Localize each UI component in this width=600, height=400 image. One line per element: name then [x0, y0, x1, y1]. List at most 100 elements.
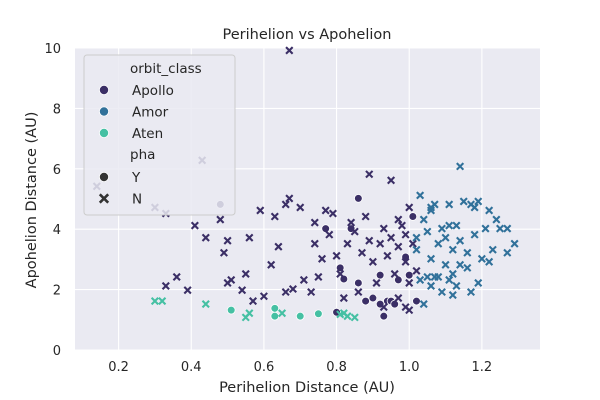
data-point-x: [470, 230, 479, 239]
data-point-x: [379, 224, 388, 233]
data-point-x: [307, 287, 316, 297]
legend-marker-circle: [99, 85, 110, 96]
data-point-x: [379, 303, 388, 312]
y-tick-labels: 0 2 4 6 8 10: [44, 42, 61, 359]
data-point-x: [223, 236, 232, 245]
data-point-x: [387, 176, 396, 185]
x-axis-label: Perihelion Distance (AU): [219, 380, 395, 396]
data-point-x: [350, 227, 359, 236]
data-point-x: [368, 257, 377, 266]
data-point-x: [456, 260, 465, 269]
data-point-x: [332, 251, 341, 260]
data-point-x: [434, 272, 443, 281]
data-point-x: [441, 260, 450, 269]
data-point-x: [423, 227, 432, 236]
data-point-circle: [354, 194, 363, 203]
data-point-x: [492, 215, 501, 224]
data-point-x: [437, 287, 446, 297]
data-point-circle: [379, 311, 389, 321]
data-point-x: [463, 263, 472, 272]
data-point-x: [470, 203, 479, 212]
data-point-x: [285, 46, 294, 55]
data-point-x: [219, 248, 228, 257]
data-point-x: [361, 212, 370, 221]
data-point-x: [412, 245, 421, 254]
legend-marker-circle: [99, 127, 110, 138]
data-point-x: [267, 260, 276, 269]
legend-label: Amor: [132, 105, 169, 121]
data-point-x: [466, 287, 476, 297]
legend-label: Y: [131, 170, 141, 186]
data-point-x: [376, 239, 385, 248]
data-point-x: [281, 287, 290, 297]
y-tick-label: 2: [53, 284, 61, 299]
data-point-x: [238, 286, 247, 295]
data-point-x: [172, 272, 181, 281]
data-point-x: [412, 233, 421, 242]
legend-style-title: pha: [130, 147, 155, 163]
data-point-x: [495, 224, 505, 233]
data-point-x: [310, 218, 319, 227]
x-tick-label: 1.0: [399, 360, 420, 375]
data-point-x: [296, 203, 305, 212]
y-tick-label: 0: [53, 344, 61, 359]
legend-marker-circle: [99, 171, 110, 182]
x-tick-label: 0.8: [326, 360, 347, 375]
data-point-x: [216, 215, 225, 224]
data-point-x: [285, 194, 294, 203]
data-point-x: [426, 281, 436, 291]
data-point-x: [503, 224, 512, 233]
data-point-x: [310, 239, 319, 248]
data-point-x: [445, 221, 454, 230]
data-point-x: [456, 162, 465, 171]
data-point-x: [259, 292, 268, 301]
chart-title: Perihelion vs Apohelion: [223, 27, 392, 43]
data-point-circle: [368, 293, 378, 303]
data-point-x: [383, 251, 392, 260]
data-point-x: [503, 248, 512, 257]
data-point-x: [314, 272, 323, 281]
data-point-x: [401, 303, 410, 312]
data-point-x: [248, 297, 258, 306]
data-point-circle: [390, 299, 399, 309]
data-point-x: [434, 239, 443, 248]
data-point-circle: [314, 309, 323, 319]
data-point-circle: [361, 296, 370, 306]
data-point-x: [419, 300, 428, 309]
data-point-circle: [335, 263, 345, 273]
data-point-x: [452, 221, 461, 230]
x-tick-label: 0.6: [254, 360, 275, 375]
data-point-x: [394, 215, 403, 224]
data-point-circle: [270, 304, 280, 313]
data-point-circle: [404, 270, 414, 280]
data-point-x: [183, 286, 192, 295]
data-point-x: [397, 221, 406, 230]
data-point-x: [452, 281, 461, 291]
data-point-x: [245, 309, 254, 318]
data-point-x: [441, 233, 450, 242]
data-point-x: [256, 206, 265, 215]
data-point-x: [227, 275, 236, 284]
data-point-x: [317, 254, 327, 263]
data-point-circle: [270, 311, 280, 321]
data-point-x: [485, 206, 494, 215]
data-point-x: [274, 242, 283, 251]
data-point-x: [339, 309, 348, 318]
data-point-circle: [412, 296, 421, 306]
data-point-circle: [375, 270, 385, 280]
data-point-x: [510, 239, 519, 248]
data-point-x: [350, 313, 359, 322]
data-point-x: [448, 290, 457, 300]
x-tick-label: 0.2: [108, 360, 129, 375]
data-point-x: [448, 269, 457, 278]
data-point-x: [347, 218, 356, 227]
legend-label: Aten: [132, 126, 163, 142]
data-point-x: [328, 209, 337, 218]
legend-hue-title: orbit_class: [130, 61, 202, 77]
data-point-x: [321, 206, 330, 215]
x-tick-label: 0.4: [181, 360, 202, 375]
legend-box: [83, 54, 236, 216]
data-point-x: [325, 230, 334, 239]
y-axis-label: Apohelion Distance (AU): [24, 112, 40, 289]
